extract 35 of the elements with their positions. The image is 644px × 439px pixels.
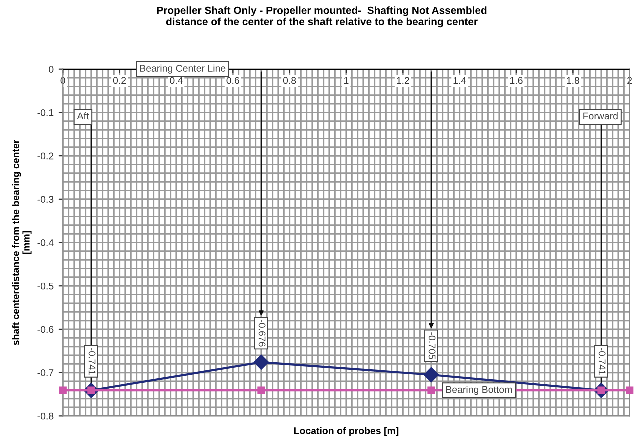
y-tick-label: -0.3 bbox=[38, 196, 54, 204]
y-tick-label: -0.2 bbox=[38, 152, 54, 160]
point bbox=[428, 386, 436, 394]
point bbox=[258, 386, 266, 394]
x-tick-label: 1.2 bbox=[397, 77, 410, 84]
series-label: Bearing Bottom bbox=[446, 386, 512, 396]
y-tick-label: -0.7 bbox=[38, 370, 54, 376]
data-label: -0.741 bbox=[88, 348, 96, 375]
y-tick-label: 0 bbox=[49, 66, 54, 73]
y-axis-title: shaft centerdistance from the bearing center [mm] bbox=[12, 140, 32, 346]
y-tick-label: -0.6 bbox=[38, 326, 54, 334]
x-tick-label: 1.6 bbox=[510, 77, 523, 84]
x-tick-label: 0.8 bbox=[283, 77, 296, 84]
chart-title: Propeller Shaft Only - Propeller mounted- Shafting Not Assembled distance of the center of the shaft relative to the bearing center bbox=[157, 6, 487, 28]
x-tick-label: 0.4 bbox=[170, 77, 183, 84]
ref-line-label: Bearing Center Line bbox=[140, 64, 226, 74]
y-tick-label: -0.4 bbox=[38, 240, 54, 246]
y-tick-label: -0.8 bbox=[38, 412, 54, 420]
y-tick-label: -0.5 bbox=[38, 282, 54, 290]
point bbox=[626, 386, 634, 394]
x-axis-title: Location of probes [m] bbox=[294, 427, 399, 436]
x-tick-label: 1 bbox=[344, 77, 349, 84]
data-label: -0.705 bbox=[428, 332, 436, 360]
y-tick-label: -0.1 bbox=[38, 109, 54, 116]
point bbox=[59, 386, 67, 394]
x-tick-label: 1.8 bbox=[567, 77, 580, 84]
point bbox=[424, 367, 440, 383]
point bbox=[254, 354, 270, 370]
data-label: -0.676 bbox=[258, 320, 266, 347]
x-tick-label: 1.4 bbox=[454, 77, 466, 84]
data-label: -0.741 bbox=[598, 348, 606, 375]
annotation: Forward bbox=[584, 112, 618, 120]
annotation: Aft bbox=[77, 112, 90, 120]
x-tick-label: 0.6 bbox=[226, 77, 240, 84]
x-tick-label: 0.2 bbox=[113, 77, 126, 84]
